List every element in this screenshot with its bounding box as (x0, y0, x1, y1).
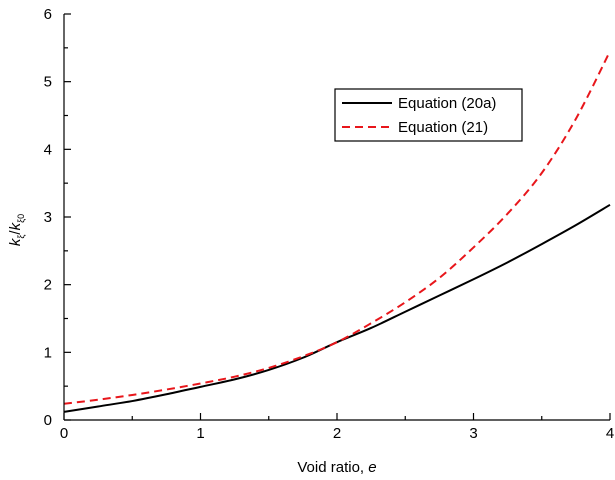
legend-box (334, 88, 523, 142)
y-tick-label: 3 (44, 209, 52, 226)
y-tick-label: 6 (44, 6, 52, 23)
series-line-2 (63, 50, 611, 405)
axes (63, 14, 610, 421)
y-tick-label: 0 (44, 412, 52, 429)
x-tick-label: 1 (196, 425, 204, 442)
series-line-1 (63, 203, 611, 413)
y-axis-title: kξ/kξ0 (7, 214, 26, 246)
plot-area (63, 50, 611, 413)
x-tick-label: 4 (606, 425, 614, 442)
ticks: 0 1 2 3 4 0 1 2 3 4 5 6 (44, 6, 615, 442)
x-tick-label: 3 (469, 425, 477, 442)
y-tick-label: 1 (44, 344, 52, 361)
x-tick-label: 2 (333, 425, 341, 442)
y-tick-label: 4 (44, 141, 52, 158)
legend-label-series-2: Equation (21) (398, 119, 488, 136)
legend: Equation (20a) Equation (21) (334, 88, 523, 142)
legend-label-series-1: Equation (20a) (398, 95, 496, 112)
x-axis-title: Void ratio, e (297, 459, 376, 476)
y-tick-label: 5 (44, 74, 52, 91)
x-tick-label: 0 (60, 425, 68, 442)
y-tick-label: 2 (44, 277, 52, 294)
